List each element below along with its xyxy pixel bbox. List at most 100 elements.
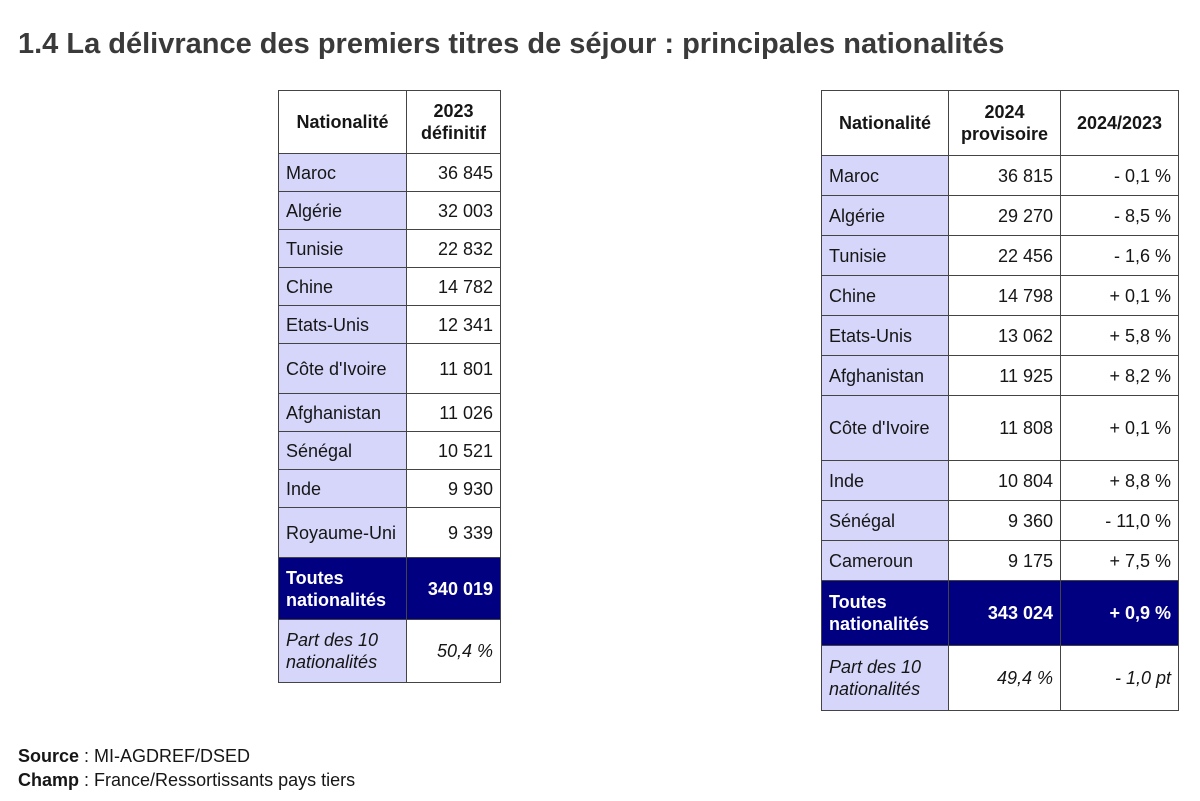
cell: 11 801	[406, 343, 501, 394]
data-row: Inde 10 804 + 8,8 %	[821, 460, 1179, 501]
cell: 10 804	[948, 460, 1061, 501]
cell: 2023 définitif	[406, 90, 501, 154]
cell: + 0,9 %	[1060, 580, 1179, 646]
note: Champ : France/Ressortissants pays tiers	[18, 768, 355, 792]
table-2023: Nationalité 2023 définitif Maroc 36 845 Algé…	[278, 90, 501, 683]
data-row: Royaume-Uni 9 339	[278, 507, 501, 558]
cell: 2024 provisoire	[948, 90, 1061, 156]
total-row: Toutes nationalités 343 024 + 0,9 %	[821, 580, 1179, 646]
cell: Côte d'Ivoire	[278, 343, 407, 394]
cell: 10 521	[406, 431, 501, 470]
cell: Côte d'Ivoire	[821, 395, 949, 461]
cell: 14 782	[406, 267, 501, 306]
data-row: Côte d'Ivoire 11 801	[278, 343, 501, 394]
cell: 22 456	[948, 235, 1061, 276]
cell: 32 003	[406, 191, 501, 230]
cell: 14 798	[948, 275, 1061, 316]
cell: 11 925	[948, 355, 1061, 396]
cell: 2024/2023	[1060, 90, 1179, 156]
cell: - 1,6 %	[1060, 235, 1179, 276]
cell: Sénégal	[821, 500, 949, 541]
data-row: Algérie 32 003	[278, 191, 501, 230]
data-row: Maroc 36 845	[278, 153, 501, 192]
data-row: Sénégal 9 360- 11,0 %	[821, 500, 1179, 541]
cell: 11 026	[406, 393, 501, 432]
cell: Toutes nationalités	[278, 557, 407, 620]
data-row: Tunisie 22 832	[278, 229, 501, 268]
cell: Inde	[821, 460, 949, 501]
cell: 22 832	[406, 229, 501, 268]
notes: Source : MI-AGDREF/DSED Champ : France/Re…	[18, 744, 355, 792]
data-row: Etats-Unis 12 341	[278, 305, 501, 344]
data-row: Inde 9 930	[278, 469, 501, 508]
cell: Royaume-Uni	[278, 507, 407, 558]
cell: Algérie	[821, 195, 949, 236]
cell: Part des 10 nationalités	[821, 645, 949, 711]
cell: Algérie	[278, 191, 407, 230]
cell: Etats-Unis	[821, 315, 949, 356]
cell: - 11,0 %	[1060, 500, 1179, 541]
cell: Tunisie	[821, 235, 949, 276]
cell: - 1,0 pt	[1060, 645, 1179, 711]
cell: Etats-Unis	[278, 305, 407, 344]
title: 1.4 La délivrance des premiers titres de…	[18, 28, 1005, 60]
cell: Inde	[278, 469, 407, 508]
data-row: Tunisie 22 456- 1,6 %	[821, 235, 1179, 276]
cell: 9 175	[948, 540, 1061, 581]
cell: Afghanistan	[278, 393, 407, 432]
cell: 49,4 %	[948, 645, 1061, 711]
cell: Chine	[278, 267, 407, 306]
cell: Toutes nationalités	[821, 580, 949, 646]
cell: 9 339	[406, 507, 501, 558]
data-row: Chine 14 798 + 0,1 %	[821, 275, 1179, 316]
cell: Chine	[821, 275, 949, 316]
header-row: Nationalité 2023 définitif	[278, 90, 501, 154]
cell: Nationalité	[821, 90, 949, 156]
data-row: Chine 14 782	[278, 267, 501, 306]
cell: + 8,8 %	[1060, 460, 1179, 501]
cell: Part des 10 nationalités	[278, 619, 407, 683]
data-row: Afghanistan 11 925 + 8,2 %	[821, 355, 1179, 396]
cell: Tunisie	[278, 229, 407, 268]
note-label: Champ	[18, 770, 80, 790]
cell: 36 845	[406, 153, 501, 192]
data-row: Afghanistan 11 026	[278, 393, 501, 432]
cell: Cameroun	[821, 540, 949, 581]
data-row: Côte d'Ivoire 11 808 + 0,1 %	[821, 395, 1179, 461]
cell: Maroc	[278, 153, 407, 192]
cell: 36 815	[948, 155, 1061, 196]
cell: + 8,2 %	[1060, 355, 1179, 396]
cell: - 0,1 %	[1060, 155, 1179, 196]
data-row: Algérie 29 270- 8,5 %	[821, 195, 1179, 236]
cell: 13 062	[948, 315, 1061, 356]
header-row: Nationalité 2024 provisoire 2024/2023	[821, 90, 1179, 156]
cell: Afghanistan	[821, 355, 949, 396]
note-label: Source	[18, 746, 80, 766]
cell: 343 024	[948, 580, 1061, 646]
total-row: Toutes nationalités 340 019	[278, 557, 501, 620]
cell: + 7,5 %	[1060, 540, 1179, 581]
data-row: Maroc 36 815- 0,1 %	[821, 155, 1179, 196]
cell: Sénégal	[278, 431, 407, 470]
note-text: : MI-AGDREF/DSED	[84, 746, 251, 766]
share-row: Part des 10 nationalités 50,4 %	[278, 619, 501, 683]
cell: 9 360	[948, 500, 1061, 541]
cell: 29 270	[948, 195, 1061, 236]
share-row: Part des 10 nationalités 49,4 % - 1,0 pt	[821, 645, 1179, 711]
cell: - 8,5 %	[1060, 195, 1179, 236]
cell: 9 930	[406, 469, 501, 508]
cell: 50,4 %	[406, 619, 501, 683]
cell: + 5,8 %	[1060, 315, 1179, 356]
cell: Nationalité	[278, 90, 407, 154]
data-row: Cameroun 9 175 + 7,5 %	[821, 540, 1179, 581]
note: Source : MI-AGDREF/DSED	[18, 744, 355, 768]
cell: 340 019	[406, 557, 501, 620]
cell: 12 341	[406, 305, 501, 344]
data-row: Sénégal 10 521	[278, 431, 501, 470]
cell: Maroc	[821, 155, 949, 196]
note-text: : France/Ressortissants pays tiers	[84, 770, 356, 790]
data-row: Etats-Unis 13 062 + 5,8 %	[821, 315, 1179, 356]
cell: + 0,1 %	[1060, 395, 1179, 461]
cell: 11 808	[948, 395, 1061, 461]
